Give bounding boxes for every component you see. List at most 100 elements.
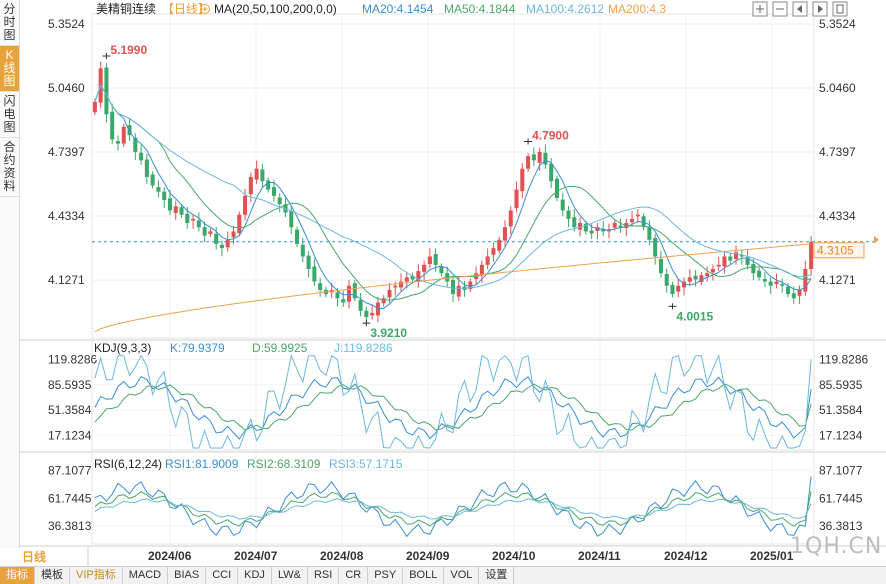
- candle-body: [133, 137, 138, 152]
- candle-body: [202, 227, 207, 236]
- bottom-tab-bias-4[interactable]: BIAS: [168, 567, 207, 584]
- bottom-tab-vip-2[interactable]: VIP指标: [70, 567, 123, 584]
- candle-body: [485, 256, 490, 265]
- rsi-tick-right: 61.7445: [819, 491, 863, 505]
- price-tick-left: 5.0460: [48, 81, 85, 95]
- candle-body: [191, 218, 196, 221]
- candle-body: [271, 187, 276, 196]
- candle-body: [687, 277, 692, 282]
- kdj-tick-left: 85.5935: [48, 378, 92, 392]
- candle-body: [722, 256, 727, 267]
- price-tick-left: 4.7397: [48, 145, 85, 159]
- extreme-label: 4.0015: [676, 309, 713, 323]
- candle-body: [514, 189, 519, 208]
- bottom-tab--0[interactable]: 指标: [0, 567, 35, 584]
- candle-body: [156, 187, 161, 192]
- date-tick-label: 2024/08: [320, 549, 364, 563]
- candle-body: [450, 279, 456, 295]
- price-tick-left: 4.1271: [48, 273, 85, 287]
- candle-body: [404, 277, 409, 282]
- candle-body: [358, 299, 363, 311]
- ma20-line: [94, 83, 812, 309]
- candle-body: [92, 101, 97, 113]
- move-right-icon[interactable]: [812, 1, 828, 17]
- candle-body: [543, 152, 548, 165]
- kdj-tick-right: 119.8286: [819, 353, 868, 367]
- rsi-tick-left: 87.1077: [48, 464, 92, 478]
- candle-body: [497, 239, 502, 251]
- kdj-tick-right: 85.5935: [819, 378, 863, 392]
- bottom-tab-lw-7[interactable]: LW&: [272, 567, 308, 584]
- price-tick-right: 4.1271: [819, 273, 856, 287]
- rsi3-line: [94, 498, 812, 520]
- candle-body: [410, 275, 415, 280]
- extreme-label: 3.9210: [370, 326, 407, 340]
- candle-body: [560, 199, 565, 211]
- candle-body: [549, 163, 554, 182]
- bottom-tab-macd-3[interactable]: MACD: [123, 567, 169, 584]
- kdj-tick-left: 119.8286: [48, 353, 97, 367]
- period-label[interactable]: 日线: [22, 550, 47, 564]
- candle-body: [578, 223, 583, 230]
- candle-body: [416, 271, 421, 282]
- bottom-tab-cr-9[interactable]: CR: [339, 567, 369, 584]
- main-panel-frame: [91, 13, 815, 339]
- candle-body: [243, 195, 248, 215]
- left-tab-0[interactable]: 分时图: [0, 0, 19, 46]
- candle-body: [295, 229, 300, 244]
- candle-body: [520, 168, 525, 192]
- candle-body: [716, 264, 721, 267]
- extreme-label: 5.1990: [110, 43, 147, 57]
- candle-body: [572, 217, 577, 228]
- bottom-tab--13[interactable]: 设置: [479, 567, 515, 584]
- rsi1-line: [94, 476, 812, 538]
- bottom-tab-psy-10[interactable]: PSY: [368, 567, 404, 584]
- candle-body: [110, 111, 115, 140]
- candle-body: [306, 255, 311, 270]
- candle-body: [433, 253, 438, 265]
- candle-body: [393, 285, 398, 288]
- rsi-value: RSI3:57.1715: [329, 457, 403, 471]
- date-tick-label: 2024/10: [492, 549, 536, 563]
- price-tick-left: 5.3524: [48, 17, 85, 31]
- date-tick-label: 2024/11: [578, 549, 621, 563]
- kdj-value: K:79.9379: [170, 341, 225, 355]
- candle-body: [658, 258, 663, 274]
- candle-body: [277, 197, 282, 205]
- bottom-tab-rsi-8[interactable]: RSI: [308, 567, 340, 584]
- candle-body: [283, 204, 288, 213]
- move-left-icon[interactable]: [792, 1, 808, 17]
- bottom-tab-cci-5[interactable]: CCI: [206, 567, 239, 584]
- candle-body: [785, 286, 791, 295]
- candle-body: [612, 223, 617, 228]
- left-tab-2[interactable]: 闪电图: [0, 92, 19, 138]
- bottom-tab-boll-11[interactable]: BOLL: [403, 567, 445, 584]
- candle-body: [491, 248, 496, 255]
- zoom-out-icon[interactable]: [772, 1, 788, 17]
- left-tab-3[interactable]: 合约资料: [0, 138, 19, 197]
- rsi-tick-right: 36.3813: [819, 519, 863, 533]
- bottom-tab-vol-12[interactable]: VOL: [444, 567, 480, 584]
- candle-body: [595, 227, 600, 231]
- candle-body: [398, 281, 404, 288]
- candle-body: [762, 279, 767, 282]
- candle-body: [219, 244, 224, 249]
- candle-body: [237, 214, 242, 234]
- candle-body: [797, 289, 802, 296]
- candle-body: [121, 126, 126, 144]
- fullscreen-icon[interactable]: [832, 1, 848, 17]
- candle-body: [318, 283, 323, 290]
- candle-body: [566, 210, 571, 219]
- kdj-tick-left: 51.3584: [48, 403, 92, 417]
- candle-body: [791, 293, 796, 299]
- rsi-label: RSI(6,12,24): [94, 457, 162, 471]
- candle-body: [381, 298, 386, 304]
- candle-body: [139, 152, 144, 161]
- bottom-tab-kdj-6[interactable]: KDJ: [238, 567, 272, 584]
- watermark: 1QH.CN: [790, 534, 883, 559]
- rsi-value: RSI1:81.9009: [165, 457, 239, 471]
- bottom-tab--1[interactable]: 模板: [35, 567, 70, 584]
- kline-chart[interactable]: 5.3524 5.3524 5.0460 5.0460 4.7397 4.7397 4.43…: [0, 0, 886, 566]
- zoom-in-icon[interactable]: [752, 1, 768, 17]
